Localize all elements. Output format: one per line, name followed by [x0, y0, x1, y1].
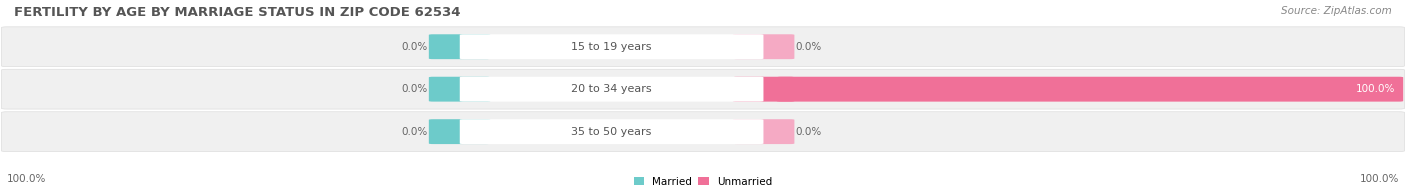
Text: Source: ZipAtlas.com: Source: ZipAtlas.com [1281, 6, 1392, 16]
Text: FERTILITY BY AGE BY MARRIAGE STATUS IN ZIP CODE 62534: FERTILITY BY AGE BY MARRIAGE STATUS IN Z… [14, 6, 461, 19]
Text: 15 to 19 years: 15 to 19 years [571, 42, 652, 52]
Text: 0.0%: 0.0% [796, 127, 823, 137]
Text: 0.0%: 0.0% [401, 84, 427, 94]
Text: 20 to 34 years: 20 to 34 years [571, 84, 652, 94]
Legend: Married, Unmarried: Married, Unmarried [630, 172, 776, 191]
Text: 0.0%: 0.0% [401, 42, 427, 52]
Text: 35 to 50 years: 35 to 50 years [571, 127, 652, 137]
Text: 0.0%: 0.0% [796, 42, 823, 52]
Text: 100.0%: 100.0% [1360, 174, 1399, 184]
Text: 100.0%: 100.0% [7, 174, 46, 184]
Text: 100.0%: 100.0% [1355, 84, 1395, 94]
Text: 0.0%: 0.0% [401, 127, 427, 137]
